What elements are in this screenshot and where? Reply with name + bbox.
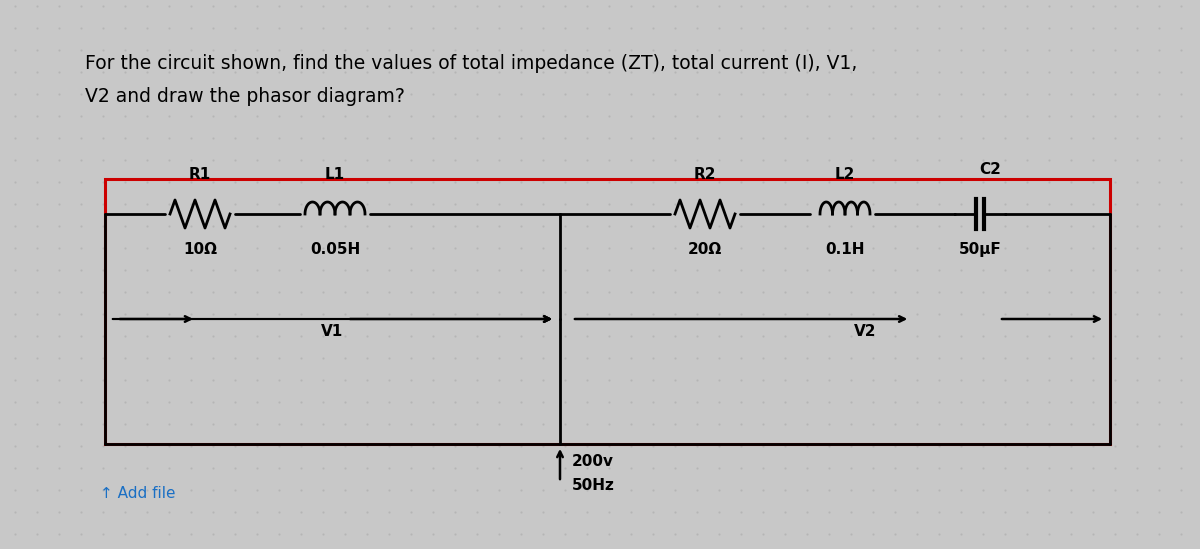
Text: 20Ω: 20Ω [688, 242, 722, 257]
Text: 10Ω: 10Ω [182, 242, 217, 257]
Text: V2 and draw the phasor diagram?: V2 and draw the phasor diagram? [85, 87, 404, 106]
Text: 50μF: 50μF [959, 242, 1001, 257]
Text: 0.1H: 0.1H [826, 242, 865, 257]
Bar [106, 179, 1110, 444]
Text: L1: L1 [325, 167, 346, 182]
Text: 50Hz: 50Hz [572, 479, 614, 494]
Text: C2: C2 [979, 162, 1001, 177]
Text: R2: R2 [694, 167, 716, 182]
Text: V1: V1 [322, 324, 343, 339]
Text: For the circuit shown, find the values of total impedance (ZT), total current (I: For the circuit shown, find the values o… [85, 54, 857, 73]
Text: 200v: 200v [572, 455, 614, 469]
Text: L2: L2 [835, 167, 856, 182]
Text: ↑ Add file: ↑ Add file [100, 486, 175, 501]
Text: 0.05H: 0.05H [310, 242, 360, 257]
Text: V2: V2 [853, 324, 876, 339]
Text: R1: R1 [188, 167, 211, 182]
